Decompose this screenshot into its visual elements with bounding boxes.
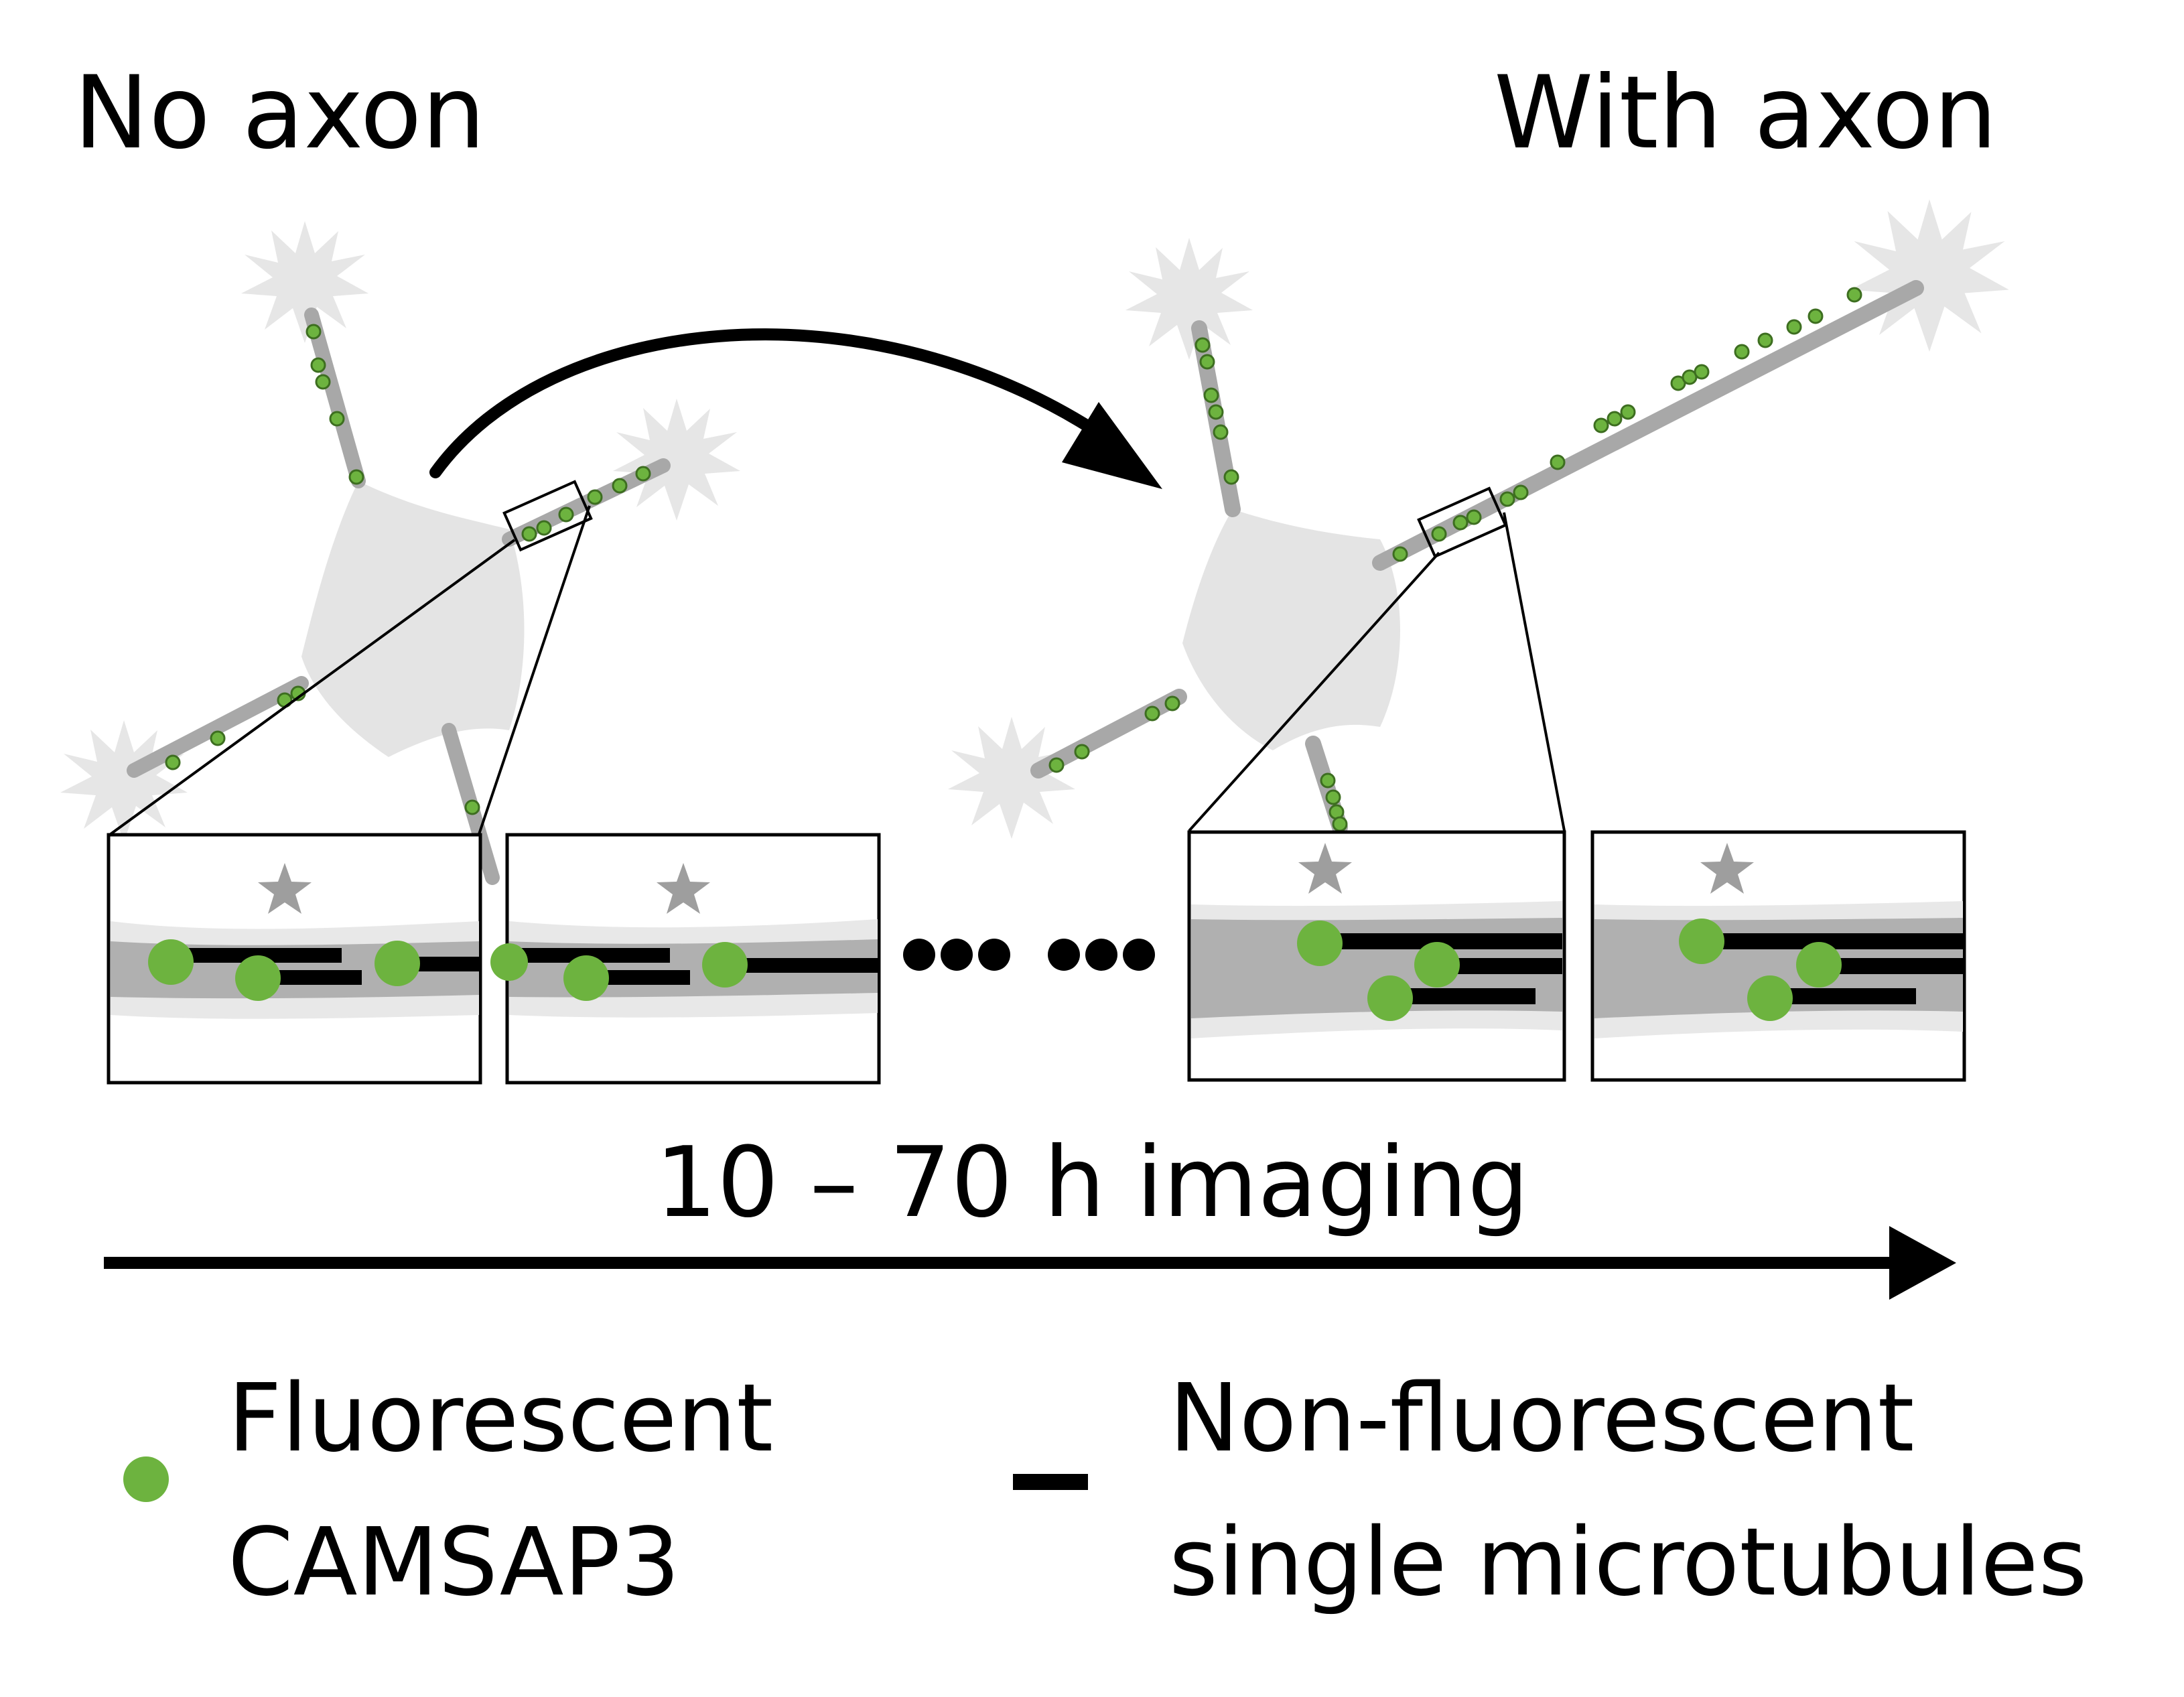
zoom-region-box — [1417, 486, 1507, 559]
timeline-arrow — [104, 1226, 1956, 1300]
zoom-panel-1 — [107, 833, 482, 1085]
cell-body — [301, 481, 525, 757]
legend-fluorescent-line1: Fluorescent — [228, 1364, 773, 1473]
growth-cone-icon — [1850, 199, 2009, 352]
neuron-no-axon — [60, 221, 740, 885]
zoom-panel-4 — [1590, 830, 1966, 1082]
legend-camsap3-dot — [123, 1456, 169, 1502]
growth-cone-icon — [613, 399, 740, 521]
neuron-with-axon — [948, 199, 2009, 839]
legend-microtubule-bar — [1013, 1474, 1088, 1490]
legend-nonfluorescent-line2: single microtubules — [1169, 1508, 2088, 1617]
zoom-panel-2 — [490, 833, 881, 1085]
transition-arrow — [429, 328, 1162, 489]
ellipsis-dots — [903, 939, 1155, 971]
left-title: No axon — [74, 55, 486, 172]
growth-cone-icon — [948, 717, 1075, 839]
growth-cone-icon — [241, 221, 368, 343]
right-title: With axon — [1494, 55, 1997, 172]
camsap3-dots — [165, 324, 651, 815]
zoom-panel-3 — [1187, 830, 1566, 1082]
legend: Fluorescent CAMSAP3 Non-fluorescent sing… — [123, 1364, 2088, 1617]
zoom-region-box — [502, 480, 593, 552]
cell-body — [1182, 509, 1400, 750]
timeline-label: 10 – 70 h imaging — [655, 1126, 1529, 1239]
legend-fluorescent-line2: CAMSAP3 — [228, 1508, 680, 1617]
camsap3-dots — [1048, 287, 1862, 832]
growth-cone-icon — [1125, 238, 1253, 360]
legend-nonfluorescent-line1: Non-fluorescent — [1169, 1364, 1914, 1473]
